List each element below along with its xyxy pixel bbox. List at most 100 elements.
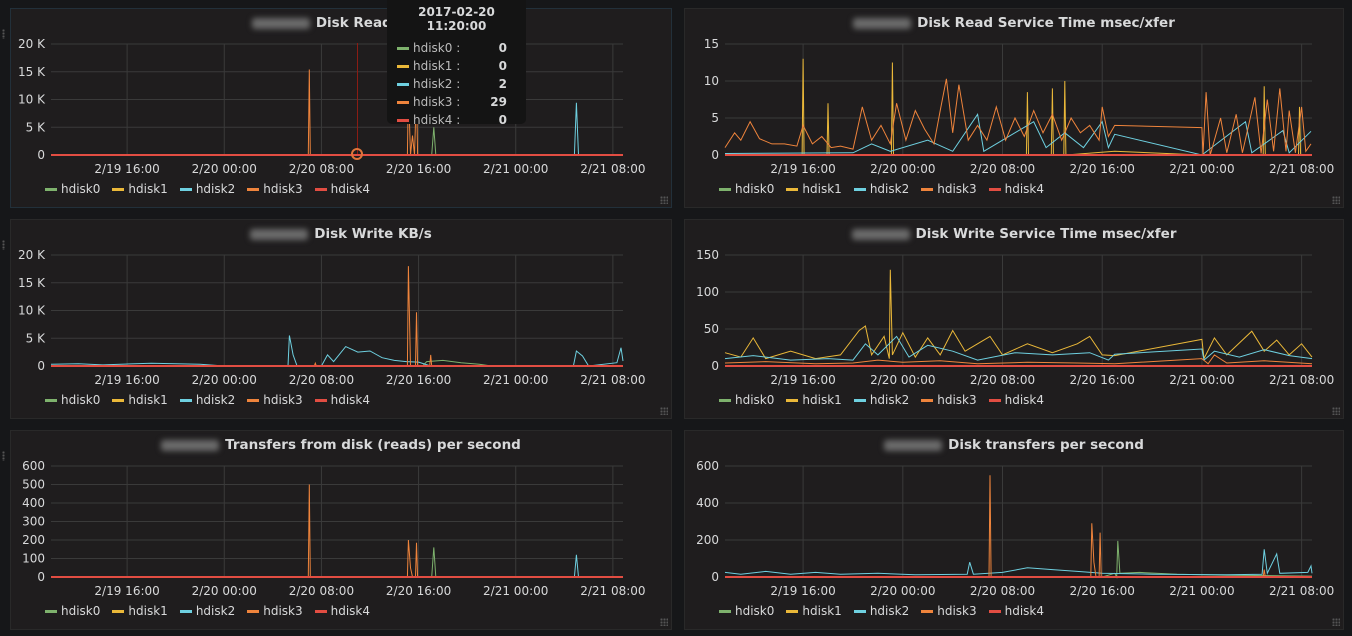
y-tick-label: 200 <box>696 533 719 547</box>
legend-item-hdisk2[interactable]: hdisk2 <box>179 182 235 196</box>
legend-item-hdisk3[interactable]: hdisk3 <box>247 604 303 618</box>
series-line-hdisk3 <box>724 78 1312 156</box>
x-tick-label: 2/20 00:00 <box>192 373 257 387</box>
legend-item-hdisk4[interactable]: hdisk4 <box>314 182 371 196</box>
legend-swatch <box>314 187 327 191</box>
redacted-hostname <box>853 17 912 29</box>
legend-item-hdisk1[interactable]: hdisk1 <box>786 604 842 618</box>
legend-swatch <box>921 187 934 191</box>
legend-item-hdisk0[interactable]: hdisk0 <box>45 393 100 407</box>
graph-panel[interactable]: Disk Read Service Time msec/xfer 0 5 10 15 2/… <box>684 8 1344 208</box>
x-tick-label: 2/20 08:00 <box>289 373 354 387</box>
legend-item-hdisk4[interactable]: hdisk4 <box>988 182 1044 196</box>
panel-title[interactable]: Disk Write Service Time msec/xfer <box>685 226 1343 242</box>
x-tick-label: 2/20 00:00 <box>870 162 935 176</box>
legend: hdisk0 hdisk1 hdisk2 hdisk3 hdisk4 <box>719 604 1044 618</box>
legend-item-hdisk4[interactable]: hdisk4 <box>988 604 1044 618</box>
row-drag-handle-icon[interactable] <box>2 29 5 39</box>
panel-title[interactable]: Disk Write KB/s <box>11 226 671 242</box>
legend-item-hdisk1[interactable]: hdisk1 <box>786 393 842 407</box>
legend-label: hdisk2 <box>869 604 910 618</box>
graph-panel[interactable]: Disk Write Service Time msec/xfer 0 50 100 1… <box>684 219 1344 419</box>
x-tick-label: 2/20 16:00 <box>386 373 451 387</box>
redacted-hostname <box>251 17 310 29</box>
tooltip-time: 2017-02-20 11:20:00 <box>418 5 495 33</box>
resize-handle-icon[interactable] <box>660 196 668 204</box>
legend-swatch <box>988 398 1001 402</box>
y-tick-label: 5 <box>711 111 719 125</box>
legend-item-hdisk3[interactable]: hdisk3 <box>247 393 303 407</box>
x-tick-label: 2/20 00:00 <box>870 584 935 598</box>
y-tick-label: 0 <box>37 148 45 162</box>
legend-item-hdisk3[interactable]: hdisk3 <box>921 393 977 407</box>
legend-label: hdisk2 <box>869 393 910 407</box>
legend-item-hdisk3[interactable]: hdisk3 <box>247 182 303 196</box>
graph-plot[interactable]: 0 50 100 150 2/19 16:00 2/20 00:00 2/20 08:00 2… <box>685 220 1345 390</box>
x-tick-label: 2/19 16:00 <box>770 162 835 176</box>
graph-panel[interactable]: Disk Write KB/s 0 5 K 10 K 15 K 20 K 2/19 16:0… <box>2 219 673 419</box>
legend-label: hdisk1 <box>128 182 168 196</box>
legend-item-hdisk2[interactable]: hdisk2 <box>179 604 235 618</box>
legend-swatch <box>921 398 934 402</box>
graph-plot[interactable]: 0 5 K 10 K 15 K 20 K 2/19 16:00 2/20 00:00 2/20… <box>11 9 673 179</box>
legend-item-hdisk4[interactable]: hdisk4 <box>988 393 1044 407</box>
row-drag-handle-icon[interactable] <box>2 240 5 250</box>
legend-item-hdisk0[interactable]: hdisk0 <box>45 182 100 196</box>
graph-panel[interactable]: Transfers from disk (reads) per second 0 1… <box>2 430 673 630</box>
legend-item-hdisk1[interactable]: hdisk1 <box>112 393 168 407</box>
legend-swatch <box>179 398 192 402</box>
resize-handle-icon[interactable] <box>1332 196 1340 204</box>
x-tick-label: 2/21 00:00 <box>1169 584 1234 598</box>
legend-label: hdisk1 <box>802 393 842 407</box>
legend-label: hdisk4 <box>330 182 371 196</box>
resize-handle-icon[interactable] <box>1332 407 1340 415</box>
legend-item-hdisk0[interactable]: hdisk0 <box>45 604 100 618</box>
legend-item-hdisk4[interactable]: hdisk4 <box>314 393 370 407</box>
resize-handle-icon[interactable] <box>660 407 668 415</box>
legend-item-hdisk4[interactable]: hdisk4 <box>314 604 370 618</box>
graph-panel[interactable]: Disk transfers per second 0 200 400 600 2/19 … <box>684 430 1344 630</box>
x-tick-label: 2/20 08:00 <box>970 162 1035 176</box>
legend-item-hdisk2[interactable]: hdisk2 <box>853 393 910 407</box>
tooltip-series-value: 0 <box>498 41 507 55</box>
y-tick-label: 0 <box>37 359 45 373</box>
y-tick-label: 0 <box>711 359 719 373</box>
tooltip-row: hdisk3 : 29 <box>397 93 516 111</box>
y-tick-label: 0 <box>37 570 45 584</box>
legend-item-hdisk1[interactable]: hdisk1 <box>112 182 168 196</box>
series-line-hdisk0 <box>725 540 1313 579</box>
legend-item-hdisk1[interactable]: hdisk1 <box>112 604 168 618</box>
x-tick-label: 2/21 08:00 <box>580 584 645 598</box>
panel-title[interactable]: Transfers from disk (reads) per second <box>11 437 671 453</box>
series-line-hdisk3 <box>51 484 623 578</box>
tooltip-swatch <box>397 118 409 122</box>
legend-item-hdisk3[interactable]: hdisk3 <box>921 604 977 618</box>
graph-plot[interactable]: 0 5 K 10 K 15 K 20 K 2/19 16:00 2/20 00:00 2/20… <box>11 220 673 390</box>
legend-item-hdisk3[interactable]: hdisk3 <box>921 182 977 196</box>
panel-title-text: Disk Write Service Time msec/xfer <box>915 226 1177 242</box>
row-drag-handle-icon[interactable] <box>2 451 5 461</box>
legend-item-hdisk2[interactable]: hdisk2 <box>179 393 235 407</box>
legend-item-hdisk0[interactable]: hdisk0 <box>719 393 774 407</box>
tooltip-series-value: 0 <box>498 113 507 127</box>
legend-item-hdisk1[interactable]: hdisk1 <box>786 182 842 196</box>
x-tick-label: 2/20 00:00 <box>870 373 935 387</box>
panel-title[interactable]: Disk Read Service Time msec/xfer <box>685 15 1343 31</box>
legend-label: hdisk0 <box>61 604 101 618</box>
resize-handle-icon[interactable] <box>660 618 668 626</box>
graph-plot[interactable]: 0 100 200 300 400 500 600 2/19 16:00 2/20 00:00 2… <box>11 431 673 601</box>
legend-label: hdisk3 <box>937 393 977 407</box>
legend-swatch <box>112 609 125 613</box>
legend-item-hdisk0[interactable]: hdisk0 <box>719 182 774 196</box>
legend-item-hdisk2[interactable]: hdisk2 <box>853 604 910 618</box>
y-tick-label: 0 <box>711 148 719 162</box>
panel-title[interactable]: Disk transfers per second <box>685 437 1343 453</box>
legend-label: hdisk2 <box>869 182 910 196</box>
legend-label: hdisk3 <box>937 604 977 618</box>
graph-plot[interactable]: 0 5 10 15 2/19 16:00 2/20 00:00 2/20 08:00 2/20… <box>685 9 1345 179</box>
legend-item-hdisk0[interactable]: hdisk0 <box>719 604 774 618</box>
graph-plot[interactable]: 0 200 400 600 2/19 16:00 2/20 00:00 2/20 08:00… <box>685 431 1345 601</box>
graph-panel[interactable]: Disk Read KB/s 0 5 K 10 K 15 K 20 K 2/19 16:00… <box>2 8 673 208</box>
resize-handle-icon[interactable] <box>1332 618 1340 626</box>
legend-item-hdisk2[interactable]: hdisk2 <box>853 182 910 196</box>
